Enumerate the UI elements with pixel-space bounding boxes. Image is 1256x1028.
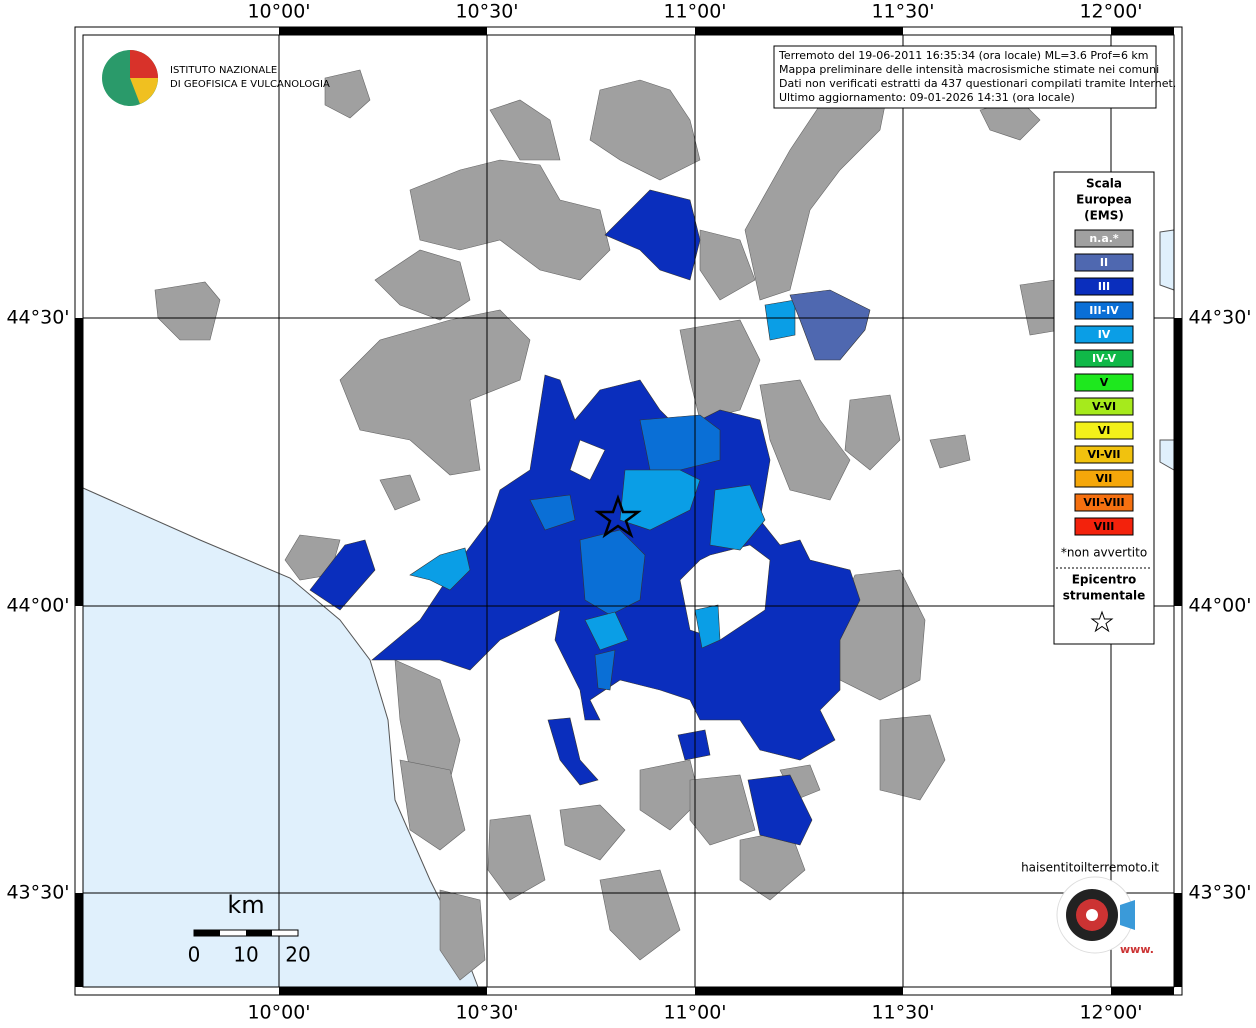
legend-swatch [1074, 277, 1134, 296]
scale-label: 10 [233, 943, 258, 967]
legend-epicenter: strumentale [1063, 589, 1146, 603]
legend-swatch [1074, 397, 1134, 416]
legend-label: V-VI [1092, 400, 1116, 413]
legend-title: (EMS) [1084, 209, 1124, 223]
lat-label: 43°30' [1188, 882, 1251, 904]
legend-swatch [1074, 445, 1134, 464]
logo-text: DI GEOFISICA E VULCANOLOGIA [170, 79, 330, 90]
scale-label: 0 [188, 943, 201, 967]
info-box [773, 45, 1157, 109]
epicenter-star [594, 494, 642, 539]
legend-swatch [1074, 229, 1134, 248]
legend-swatch [1074, 469, 1134, 488]
lon-label: 10°30' [455, 1, 518, 23]
lon-label: 11°00' [663, 1002, 726, 1024]
legend-label: VII-VIII [1083, 496, 1124, 509]
lat-label: 44°30' [1188, 307, 1251, 329]
legend-label: III [1098, 280, 1110, 293]
info-line: Ultimo aggiornamento: 09-01-2026 14:31 (… [779, 91, 1075, 104]
lon-label: 11°30' [871, 1, 934, 23]
web-logo: haisentitoilterremoto.it www. [1021, 861, 1159, 957]
legend-swatch [1074, 301, 1134, 320]
lat-label: 43°30' [6, 882, 69, 904]
info-line: Terremoto del 19-06-2011 16:35:34 (ora l… [778, 49, 1149, 62]
info-line: Mappa preliminare delle intensità macros… [779, 63, 1159, 76]
lon-label: 11°30' [871, 1002, 934, 1024]
ingv-logo: ISTITUTO NAZIONALE DI GEOFISICA E VULCAN… [102, 50, 330, 106]
legend-title: Scala [1086, 177, 1122, 191]
municipalities-na [154, 59, 1061, 981]
legend-label: III-IV [1089, 304, 1119, 317]
legend-swatch [1074, 349, 1134, 368]
logo-text: www. [1120, 943, 1154, 956]
lat-label: 44°00' [1188, 595, 1251, 617]
legend-epicenter: Epicentro [1072, 573, 1137, 587]
legend-label: IV [1098, 328, 1111, 341]
logo-text: ISTITUTO NAZIONALE [170, 65, 277, 76]
scale-bar: km [193, 891, 299, 937]
lon-label: 11°00' [663, 1, 726, 23]
legend-title: Europea [1076, 193, 1132, 207]
map-frame [74, 26, 1183, 996]
legend-label: II [1100, 256, 1108, 269]
legend-label: VI-VII [1087, 448, 1120, 461]
legend-label: VII [1096, 472, 1113, 485]
legend-swatch [1074, 253, 1134, 272]
legend-label: IV-V [1092, 352, 1117, 365]
legend-swatch [1074, 325, 1134, 344]
info-line: Dati non verificati estratti da 437 ques… [779, 77, 1176, 90]
lat-label: 44°30' [6, 307, 69, 329]
legend-swatch [1074, 493, 1134, 512]
legend-star [1090, 610, 1114, 633]
scale-unit: km [227, 891, 264, 919]
legend-label: V [1100, 376, 1109, 389]
lon-label: 10°30' [455, 1002, 518, 1024]
legend-swatch [1074, 373, 1134, 392]
lon-label: 10°00' [247, 1002, 310, 1024]
legend-label: VIII [1094, 520, 1115, 533]
legend-label: VI [1098, 424, 1111, 437]
lon-label: 12°00' [1079, 1002, 1142, 1024]
lat-label: 44°00' [6, 595, 69, 617]
scale-label: 20 [285, 943, 310, 967]
lon-label: 12°00' [1079, 1, 1142, 23]
legend-swatch [1074, 421, 1134, 440]
legend-note: *non avvertito [1061, 546, 1147, 560]
lon-label: 10°00' [247, 1, 310, 23]
logo-text: haisentitoilterremoto.it [1021, 861, 1159, 875]
municipalities-felt [309, 189, 871, 846]
legend-swatch [1074, 517, 1134, 536]
legend-label: n.a.* [1089, 232, 1119, 245]
